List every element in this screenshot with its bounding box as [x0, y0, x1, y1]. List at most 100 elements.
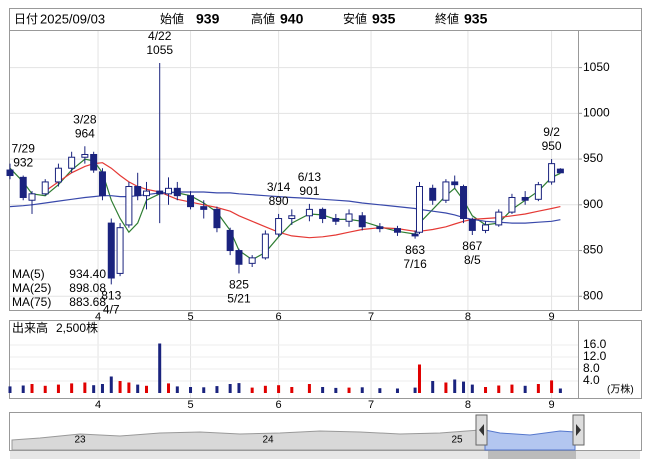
- candle-body: [90, 153, 98, 171]
- candle-body: [213, 208, 221, 229]
- candle-body: [429, 187, 437, 201]
- candle-body: [451, 181, 459, 186]
- x-tick-label: 5: [187, 399, 193, 411]
- x-tick-label: 7: [368, 311, 374, 323]
- volume-bar: [70, 383, 74, 393]
- annotation-date: 9/2: [543, 125, 560, 139]
- x-tick-label: 9: [549, 399, 555, 411]
- ma-legend-value: 934.40: [69, 267, 106, 281]
- volume-bar: [228, 384, 232, 393]
- annotation-date: 7/29: [12, 142, 36, 156]
- annotation-price: 867: [462, 239, 482, 253]
- annotation-price: 964: [75, 126, 95, 140]
- volume-bar: [321, 387, 325, 393]
- header-value: 940: [280, 11, 304, 27]
- volume-bar: [378, 388, 382, 393]
- volume-bar: [277, 385, 281, 393]
- candle-body: [142, 190, 150, 197]
- scrollbar[interactable]: [10, 451, 640, 459]
- scrollbar-thumb[interactable]: [488, 451, 576, 459]
- volume-bar: [536, 384, 540, 393]
- header-value: 2025/09/03: [40, 11, 105, 26]
- x-tick-label: 4: [95, 399, 101, 411]
- volume-value: 2,500株: [56, 320, 98, 335]
- volume-bar: [136, 384, 140, 393]
- candle-body: [200, 206, 208, 210]
- x-tick-label: 5: [187, 311, 193, 323]
- x-tick-label: 6: [276, 399, 282, 411]
- candle-body: [521, 196, 529, 201]
- navigator-label: 23: [74, 435, 86, 446]
- volume-bar: [158, 343, 162, 393]
- candle-body: [393, 228, 401, 233]
- volume-bar: [100, 384, 104, 393]
- volume-bar: [263, 385, 267, 393]
- volume-bar: [30, 384, 34, 393]
- volume-bar: [21, 385, 25, 393]
- volume-title: 出来高: [12, 320, 48, 335]
- volume-bar: [189, 387, 193, 393]
- volume-bar: [510, 384, 514, 393]
- candle-body: [556, 168, 564, 174]
- candle-body: [411, 233, 419, 237]
- annotation-price: 932: [13, 156, 33, 170]
- volume-bar: [395, 388, 399, 393]
- volume-bar: [523, 385, 527, 393]
- volume-bar: [83, 382, 87, 393]
- volume-bar: [550, 380, 554, 393]
- annotation-price: 890: [269, 194, 289, 208]
- x-tick-label: 8: [465, 311, 471, 323]
- candle-body: [508, 196, 516, 213]
- volume-bar: [127, 382, 131, 393]
- candle-body: [187, 195, 195, 208]
- y-tick-label: 800: [583, 288, 603, 302]
- annotation-date: 3/14: [267, 180, 291, 194]
- ma-legend-name: MA(25): [12, 281, 51, 295]
- header-value: 939: [196, 11, 220, 27]
- y-tick-label: 12.0: [583, 349, 607, 363]
- header-label: 終値: [435, 11, 459, 26]
- candle-body: [81, 153, 89, 158]
- volume-bar: [360, 387, 364, 393]
- annotation-date: 3/28: [73, 112, 97, 126]
- volume-bar: [250, 387, 254, 393]
- header-label: 日付: [14, 12, 38, 26]
- candle-body: [41, 181, 49, 195]
- candle-body: [54, 167, 62, 183]
- candle-body: [173, 187, 181, 197]
- y-tick-label: 8.0: [583, 361, 600, 375]
- candle-body: [107, 222, 115, 279]
- annotation-price: 863: [405, 243, 425, 257]
- candle-body: [495, 211, 503, 226]
- volume-unit: (万株): [607, 383, 634, 396]
- candle-body: [248, 257, 256, 264]
- y-tick-label: 1050: [583, 60, 610, 74]
- volume-bar: [56, 384, 60, 393]
- candle-body: [98, 171, 106, 197]
- candle-body: [482, 224, 490, 231]
- volume-bar: [462, 381, 466, 393]
- candle-body: [275, 218, 283, 235]
- candle-body: [226, 229, 234, 252]
- candle-body: [125, 186, 133, 226]
- y-tick-label: 950: [583, 151, 603, 165]
- candle-body: [28, 193, 36, 201]
- ma-legend-name: MA(75): [12, 295, 51, 309]
- volume-bar: [237, 383, 241, 393]
- volume-bar: [413, 387, 417, 393]
- volume-bar: [444, 382, 448, 393]
- navigator-label: 24: [262, 435, 274, 446]
- annotation-date: 4/22: [148, 29, 172, 43]
- volume-bar: [431, 381, 435, 393]
- volume-bar: [334, 387, 338, 393]
- volume-bar: [118, 381, 122, 393]
- annotation-price: 901: [299, 184, 319, 198]
- y-tick-label: 1000: [583, 105, 610, 119]
- ma-legend-name: MA(5): [12, 267, 45, 281]
- volume-bar: [175, 386, 179, 393]
- candle-body: [288, 215, 296, 220]
- candle-body: [376, 226, 384, 230]
- volume-bar: [290, 387, 294, 393]
- volume-bar: [43, 385, 47, 393]
- volume-bar: [167, 383, 171, 393]
